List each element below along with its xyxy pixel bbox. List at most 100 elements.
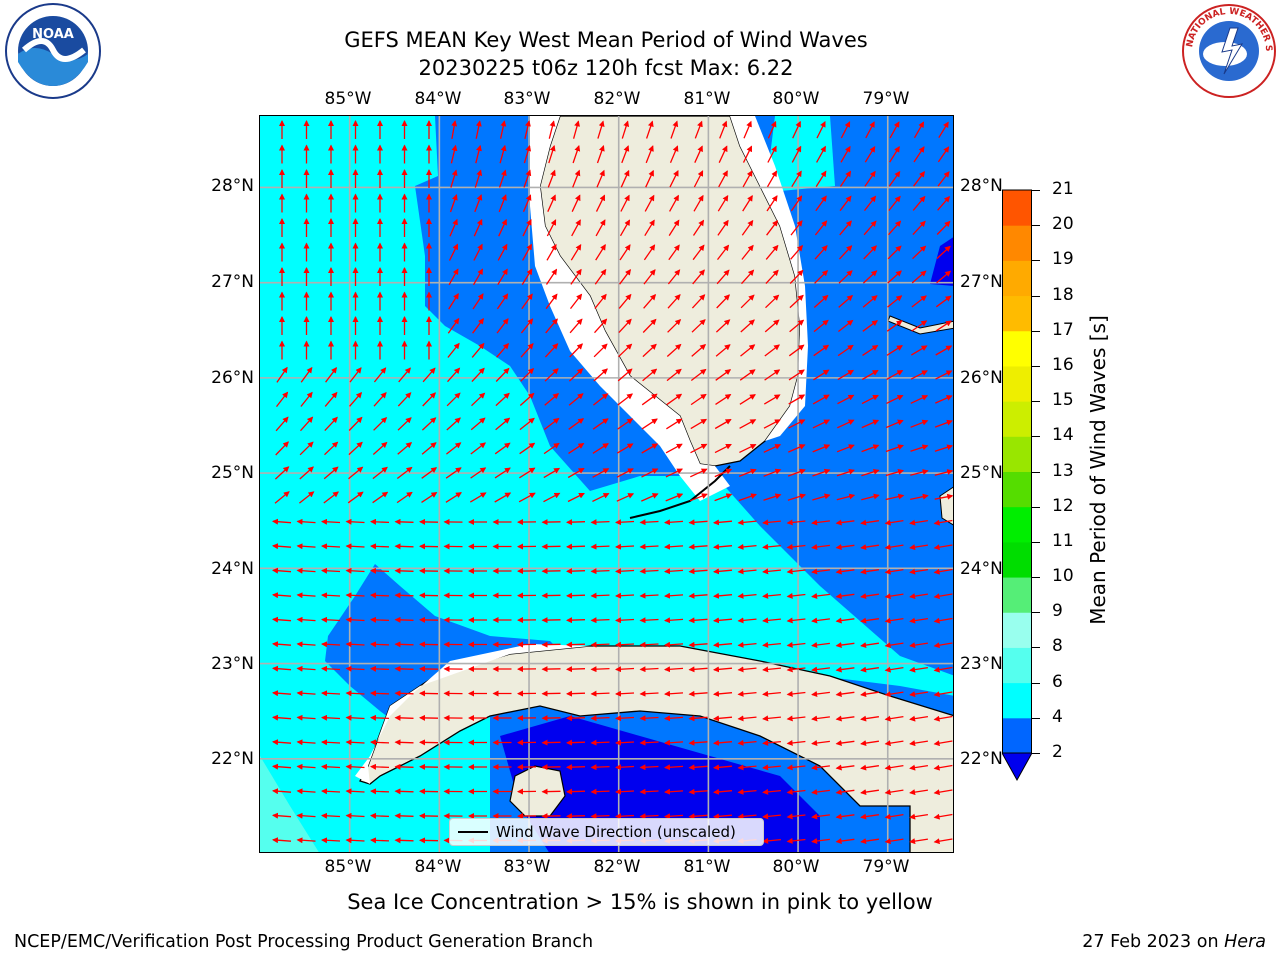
wind-arrow (739, 369, 756, 381)
wind-arrow (692, 219, 705, 236)
wind-arrow (812, 468, 831, 477)
colorbar-segment (1002, 647, 1032, 684)
wind-arrow (792, 120, 801, 139)
wind-arrow (522, 194, 532, 213)
wind-arrow (345, 641, 365, 648)
wind-arrow (839, 220, 852, 236)
wind-arrow (838, 319, 854, 333)
wind-arrow (938, 121, 949, 139)
wind-arrow (321, 739, 341, 746)
wind-arrow (448, 268, 459, 286)
ice-note: Sea Ice Concentration > 15% is shown in … (347, 890, 933, 914)
map-panel (259, 115, 954, 853)
colorbar-segment (1002, 577, 1032, 613)
wind-arrow (909, 544, 929, 551)
lon-label-bottom: 82°W (593, 857, 641, 877)
wind-arrow (909, 666, 929, 673)
wind-arrow (451, 120, 458, 140)
lat-label-right: 26°N (960, 368, 1003, 388)
wind-arrow (884, 519, 904, 526)
wind-arrow (934, 419, 953, 428)
wind-arrow (664, 788, 684, 795)
wind-arrow (835, 617, 855, 624)
wind-arrow (933, 568, 953, 575)
wind-arrow (766, 220, 779, 236)
wind-arrow (275, 391, 289, 407)
wind-arrow (394, 763, 414, 770)
wind-arrow (568, 368, 584, 382)
wind-arrow (861, 369, 879, 381)
wind-arrow (688, 813, 708, 820)
wind-arrow (837, 369, 855, 381)
wind-arrow (370, 616, 390, 623)
wind-arrow (666, 368, 682, 382)
wind-arrow (545, 268, 558, 285)
wind-arrow (691, 294, 706, 309)
wind-arrow (742, 195, 753, 212)
wind-arrow (495, 417, 511, 431)
colorbar-segment (1002, 330, 1032, 367)
lon-label-top: 84°W (414, 89, 462, 109)
wind-arrow (572, 169, 581, 188)
wind-arrow (471, 367, 485, 383)
wind-arrow (592, 418, 609, 430)
colorbar (1002, 189, 1032, 782)
wind-arrow (616, 493, 635, 502)
wind-arrow (688, 641, 708, 648)
wind-arrow (641, 493, 659, 502)
wind-arrow (788, 444, 806, 453)
wind-arrow (639, 666, 659, 673)
wind-arrow (835, 568, 855, 575)
wind-arrow (617, 418, 634, 430)
wind-arrow (835, 519, 855, 526)
wind-arrow (590, 543, 610, 550)
wind-arrow (912, 195, 926, 211)
wind-arrow (935, 395, 953, 404)
wind-arrow (566, 641, 586, 648)
wind-arrow (860, 813, 879, 820)
wind-arrow (909, 519, 929, 526)
land-keys (629, 465, 731, 519)
wind-arrow (737, 690, 757, 697)
wind-arrow (667, 294, 681, 309)
wind-arrow (737, 568, 757, 575)
wind-arrow (566, 715, 586, 722)
wind-arrow (911, 270, 927, 284)
wind-arrow (933, 691, 953, 698)
wind-arrow (811, 715, 830, 722)
wind-arrow (786, 715, 806, 722)
wind-arrow (860, 642, 879, 649)
period-zone-light (260, 756, 319, 852)
wind-arrow (447, 317, 460, 334)
wind-arrow (884, 789, 904, 796)
wind-arrow (765, 269, 779, 285)
wind-arrow (296, 690, 316, 697)
wind-arrow (394, 592, 414, 599)
wind-arrow (888, 195, 901, 211)
wind-arrow (666, 418, 683, 430)
wind-arrow (788, 369, 805, 381)
wind-arrow (886, 395, 904, 404)
wind-arrow (713, 568, 733, 575)
wind-arrow (521, 268, 533, 285)
wind-arrow (935, 370, 953, 380)
wind-arrow (473, 218, 483, 237)
wind-arrow (664, 739, 684, 746)
colorbar-under-extend (1002, 752, 1032, 782)
wind-arrow (739, 444, 757, 453)
wind-arrow (862, 295, 878, 308)
wind-arrow (498, 194, 507, 213)
wind-arrow (716, 244, 730, 260)
wind-arrow (616, 443, 634, 454)
wind-arrow (470, 467, 487, 479)
wind-arrow (786, 568, 806, 575)
wind-arrow (861, 493, 880, 501)
wind-arrow (835, 813, 855, 820)
wind-arrow (762, 617, 781, 624)
wind-arrow (472, 293, 484, 310)
wind-arrow (713, 519, 733, 526)
wind-arrow (592, 468, 610, 478)
wind-arrow (523, 169, 532, 188)
wind-arrow (275, 441, 289, 456)
wind-arrow (370, 763, 390, 770)
